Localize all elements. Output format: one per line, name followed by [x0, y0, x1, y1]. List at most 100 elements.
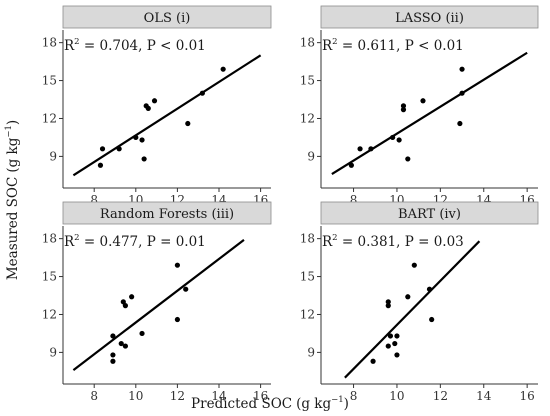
- data-point: [110, 358, 116, 364]
- panel-title: OLS (i): [144, 11, 191, 26]
- r-squared-exponent: 2: [74, 233, 79, 243]
- data-point: [99, 146, 106, 152]
- panel-title: Random Forests (iii): [100, 207, 234, 222]
- fit-statistics-values: = 0.381, P = 0.03: [338, 234, 464, 250]
- data-point: [141, 156, 147, 162]
- x-tick-label: 14: [211, 389, 227, 403]
- panel-strip: [320, 201, 539, 225]
- r-squared-symbol: R: [64, 234, 75, 250]
- data-point: [122, 343, 128, 349]
- regression-line: [344, 240, 481, 379]
- x-axis-title-unit: (g kg: [296, 396, 331, 412]
- x-tick-label: 8: [350, 193, 358, 207]
- data-point: [199, 90, 205, 96]
- data-point: [110, 352, 116, 358]
- y-tick-label: 9: [49, 149, 57, 163]
- x-tick-label: 14: [476, 389, 492, 403]
- y-tick-label: 15: [42, 270, 57, 284]
- data-point: [174, 316, 180, 323]
- r-squared-symbol: R: [322, 234, 333, 250]
- data-point: [139, 137, 145, 143]
- x-tick-label: 8: [90, 193, 98, 207]
- data-point: [116, 146, 122, 152]
- y-tick-label: 9: [307, 149, 315, 163]
- data-point: [183, 286, 189, 292]
- y-tick-label: 15: [42, 74, 57, 88]
- panel-title: BART (iv): [398, 207, 461, 222]
- data-point: [129, 294, 135, 300]
- data-point: [387, 333, 394, 339]
- data-point: [348, 162, 354, 168]
- data-point: [394, 352, 400, 358]
- data-point: [400, 103, 407, 109]
- regression-line: [331, 51, 528, 176]
- y-tick-label: 12: [300, 111, 315, 125]
- x-tick-label: 10: [389, 389, 404, 403]
- data-point: [390, 134, 396, 141]
- y-axis-title-close: ): [5, 120, 21, 125]
- y-tick-label: 12: [300, 307, 315, 321]
- data-point: [174, 262, 180, 268]
- data-point: [411, 262, 417, 268]
- panel-4: BART (iv) 9 12 15 18 8 10 12 14 16 R2 = 0.381, P =…: [300, 201, 539, 403]
- y-tick-label: 9: [49, 345, 57, 359]
- fit-statistics-values: = 0.704, P < 0.01: [80, 38, 206, 54]
- data-point: [420, 98, 426, 104]
- data-point: [385, 299, 391, 305]
- x-tick-label: 10: [128, 389, 143, 403]
- x-axis-title: Predicted SOC (g kg−1): [191, 395, 349, 412]
- panel-title: LASSO (ii): [395, 11, 464, 26]
- r-squared-exponent: 2: [74, 37, 79, 47]
- x-tick-label: 8: [350, 389, 358, 403]
- data-point: [459, 90, 465, 96]
- data-point: [120, 299, 126, 305]
- y-axis-title-main: Measured SOC: [5, 177, 21, 281]
- data-point: [185, 120, 191, 127]
- regression-line: [72, 239, 245, 371]
- data-point: [368, 146, 374, 152]
- fit-statistics-values: = 0.477, P = 0.01: [80, 234, 206, 250]
- x-tick-label: 16: [253, 389, 268, 403]
- data-point: [459, 66, 465, 72]
- data-point: [151, 98, 158, 104]
- y-axis-title-unit: (g kg: [5, 137, 21, 172]
- data-point: [122, 303, 128, 309]
- x-axis-title-close: ): [344, 396, 349, 412]
- y-tick-label: 12: [42, 111, 57, 125]
- data-point: [405, 294, 411, 300]
- data-point: [97, 162, 104, 168]
- y-tick-label: 18: [42, 232, 57, 246]
- y-tick-label: 9: [307, 345, 315, 359]
- data-point: [139, 330, 145, 337]
- data-point: [385, 343, 391, 349]
- data-point: [357, 146, 363, 152]
- x-tick-label: 12: [170, 389, 185, 403]
- data-point: [370, 358, 376, 364]
- r-squared-exponent: 2: [332, 233, 337, 243]
- y-tick-label: 18: [42, 36, 57, 50]
- x-axis-title-main: Predicted SOC: [191, 396, 292, 412]
- data-point: [457, 120, 463, 127]
- data-point: [118, 340, 124, 347]
- r-squared-exponent: 2: [332, 37, 337, 47]
- fit-statistics: R2 = 0.477, P = 0.01: [64, 233, 206, 250]
- x-axis-title-exponent: −1: [331, 395, 344, 405]
- panel-3: Random Forests (iii) 9 12 15 18 8 10 12 14 16 R2 =…: [42, 201, 272, 403]
- x-tick-label: 16: [520, 389, 535, 403]
- data-point: [396, 137, 402, 143]
- r-squared-symbol: R: [322, 38, 333, 54]
- regression-line: [72, 54, 262, 177]
- fit-statistics: R2 = 0.611, P < 0.01: [322, 37, 464, 54]
- fit-statistics: R2 = 0.704, P < 0.01: [64, 37, 206, 54]
- data-point: [429, 316, 435, 323]
- x-tick-label: 12: [433, 389, 448, 403]
- y-tick-label: 15: [300, 74, 315, 88]
- panel-strip: [62, 5, 272, 29]
- y-tick-label: 18: [300, 36, 315, 50]
- data-point: [133, 134, 139, 141]
- data-point: [145, 105, 151, 111]
- y-axis-title-exponent: −1: [4, 125, 14, 138]
- x-tick-label: 8: [90, 389, 98, 403]
